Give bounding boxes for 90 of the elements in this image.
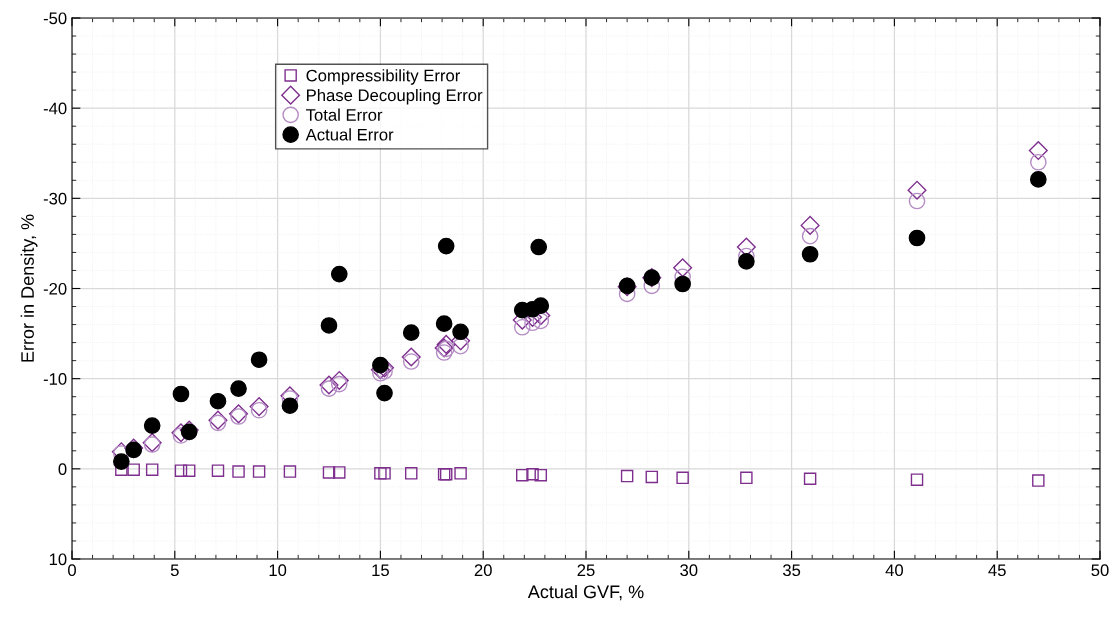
point <box>801 245 819 263</box>
point <box>330 375 348 393</box>
x-tick-label: 20 <box>474 564 492 577</box>
point <box>530 238 548 256</box>
x-tick-label: 0 <box>68 564 76 577</box>
point <box>402 353 420 370</box>
point <box>524 314 541 332</box>
y-tick-label: 0 <box>58 463 67 476</box>
point <box>378 467 391 480</box>
point <box>320 317 338 334</box>
point <box>645 470 659 484</box>
x-tick-label: 15 <box>372 564 389 577</box>
point <box>211 464 225 477</box>
point <box>454 467 467 480</box>
point <box>320 380 338 397</box>
point <box>250 351 268 369</box>
point <box>172 385 190 403</box>
point <box>738 253 755 270</box>
point <box>435 315 453 332</box>
x-tick-label: 25 <box>577 564 595 577</box>
point <box>526 467 539 481</box>
y-axis-title: Error in Density, % <box>20 214 38 362</box>
y-tick-label: -20 <box>43 282 67 295</box>
point <box>374 467 387 480</box>
point <box>145 463 159 476</box>
point <box>452 323 469 341</box>
x-tick-label: 30 <box>680 564 698 577</box>
x-tick-label: 45 <box>988 564 1006 577</box>
point <box>1029 171 1047 188</box>
point <box>513 318 531 336</box>
point <box>437 237 455 255</box>
y-tick-label: -10 <box>43 373 67 385</box>
point <box>800 215 820 235</box>
point <box>209 392 227 410</box>
point <box>740 471 753 485</box>
x-tick-label: 10 <box>269 564 287 577</box>
point <box>801 227 819 245</box>
point <box>230 380 247 397</box>
point <box>908 229 926 247</box>
point <box>113 453 130 470</box>
point <box>516 468 529 482</box>
point <box>182 464 196 477</box>
y-tick-label: -30 <box>43 192 67 205</box>
y-tick-label: 10 <box>49 553 67 566</box>
legend-label: Actual Error <box>305 128 394 141</box>
point <box>322 466 336 479</box>
x-tick-label: 40 <box>885 564 904 577</box>
point <box>401 347 421 367</box>
legend-label: Phase Decoupling Error <box>307 88 483 105</box>
point <box>404 467 418 480</box>
point <box>907 180 927 200</box>
point <box>910 473 924 486</box>
legend-label: Compressibility Error <box>306 69 461 85</box>
point <box>143 417 161 434</box>
point <box>1032 474 1045 487</box>
y-tick-label: -40 <box>43 102 67 115</box>
point <box>1028 141 1048 161</box>
point <box>674 275 691 293</box>
point <box>283 465 297 478</box>
point <box>330 265 348 283</box>
point <box>435 344 453 361</box>
point <box>534 468 548 482</box>
point <box>372 356 389 374</box>
point <box>127 463 140 476</box>
point <box>803 472 817 486</box>
point <box>329 370 349 391</box>
point <box>402 324 420 342</box>
point <box>376 384 393 402</box>
legend-label: Total Error <box>306 108 383 121</box>
x-tick-label: 35 <box>782 564 801 577</box>
point <box>620 469 634 483</box>
point <box>319 375 339 395</box>
x-axis-title: Actual GVF, % <box>527 584 644 601</box>
point <box>252 465 266 478</box>
point <box>281 397 299 415</box>
point <box>452 337 469 355</box>
point <box>676 471 689 485</box>
point <box>532 312 550 330</box>
point <box>1029 153 1047 171</box>
point <box>908 192 926 210</box>
point <box>376 363 393 380</box>
x-tick-label: 5 <box>170 564 179 577</box>
point <box>232 465 245 478</box>
point <box>736 237 756 257</box>
point <box>174 464 188 477</box>
point <box>673 258 693 278</box>
point <box>333 466 346 479</box>
point <box>532 297 550 314</box>
y-tick-label: -50 <box>43 12 67 25</box>
x-tick-label: 50 <box>1091 564 1109 577</box>
